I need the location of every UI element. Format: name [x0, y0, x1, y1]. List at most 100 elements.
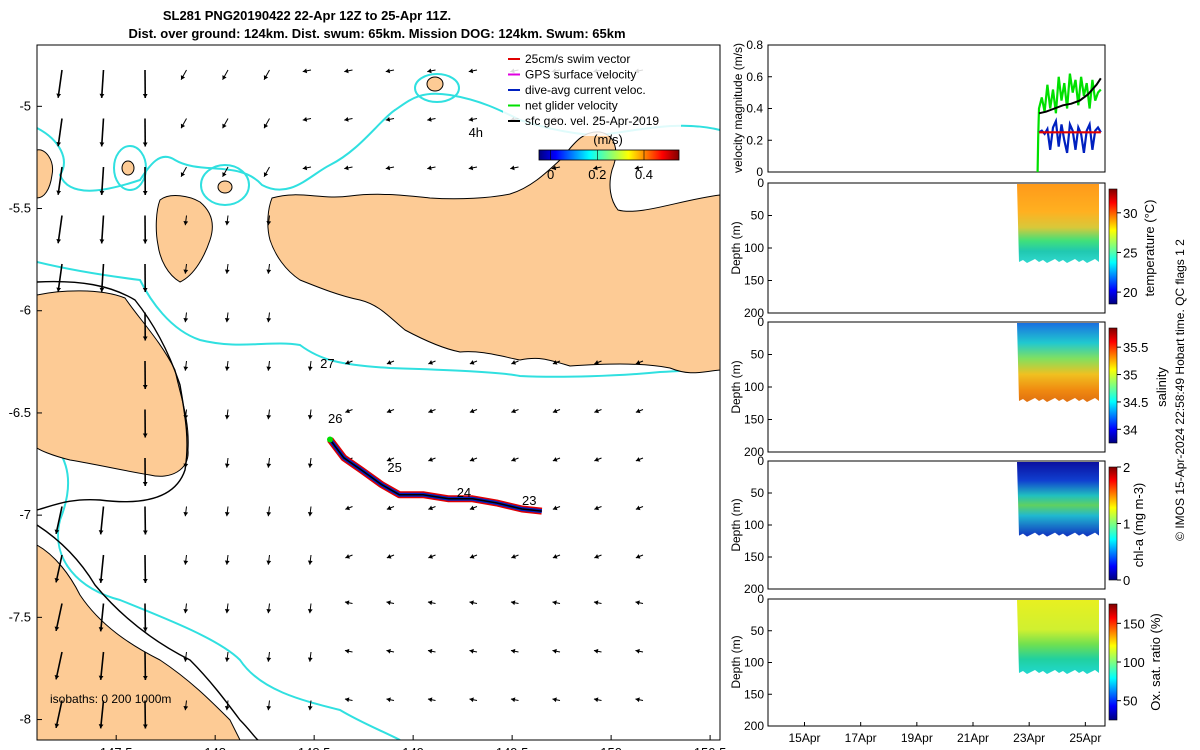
velocity-ytick-label: 0 [756, 165, 763, 179]
time-tick-label: 15Apr [788, 731, 820, 745]
vector-arrow [263, 118, 270, 129]
vector-arrow [344, 648, 353, 654]
legend-label: 25cm/s swim vector [525, 52, 630, 66]
vector-arrow [593, 600, 602, 606]
vector-arrow [386, 648, 395, 654]
vector-arrow [427, 165, 436, 171]
depth-tick-label: 0 [757, 592, 764, 606]
vector-arrow [222, 118, 229, 129]
vector-arrow [386, 554, 395, 559]
vector-arrow [56, 215, 63, 244]
map-body: 4h 27 26 25 24 23 isobaths: 0 200 1000m [37, 45, 720, 740]
vector-arrow [98, 700, 105, 729]
depth-tick-label: 200 [744, 445, 764, 459]
vector-arrow [266, 312, 272, 323]
vector-arrow [99, 69, 105, 98]
vector-arrow [469, 697, 478, 703]
legend-label: sfc geo. vel. 25-Apr-2019 [525, 114, 659, 128]
depth-tick-label: 0 [757, 454, 764, 468]
depth-tick-label: 200 [744, 719, 764, 733]
vector-arrow [635, 697, 644, 703]
legend-item: net glider velocity [508, 99, 618, 113]
temperature-ylabel: Depth (m) [729, 221, 743, 274]
depth-tick-label: 50 [751, 209, 765, 223]
map-xtick-label: 147.5 [100, 745, 133, 750]
cbar-tick-label: 150 [1123, 616, 1145, 631]
map-legend: 25cm/s swim vector GPS surface velocitydi… [503, 52, 681, 136]
credit-text: © IMOS 15-Apr-2024 22:58:49 Hobart time.… [1173, 239, 1187, 541]
vector-arrow [428, 408, 436, 414]
coast-southwest [37, 544, 241, 740]
vector-arrow [307, 360, 313, 371]
geostrophic-vector-field [54, 68, 644, 729]
vector-arrow [386, 457, 395, 462]
vector-arrow [99, 166, 105, 195]
vector-arrow [594, 457, 602, 462]
vector-arrow [511, 457, 519, 462]
depth-tick-label: 200 [744, 582, 764, 596]
oxygen-axes: 0 50 100 150 200 [744, 592, 772, 733]
vector-arrow [266, 506, 272, 517]
vector-arrow [222, 69, 229, 81]
vector-arrow [266, 360, 272, 371]
velocity-ytick-label: 0.6 [746, 70, 763, 84]
vector-arrow [344, 165, 353, 171]
track-day-label: 26 [328, 411, 342, 426]
huon-peninsula [37, 290, 189, 477]
vector-arrow [183, 409, 189, 420]
cbar-tick-label: 1 [1123, 517, 1130, 532]
vector-arrow [142, 360, 148, 390]
vector-arrow [224, 312, 230, 323]
track-day-label: 25 [387, 460, 401, 475]
vector-arrow [266, 215, 272, 226]
vector-arrow [594, 408, 602, 414]
vector-arrow [552, 648, 561, 654]
vector-arrow [635, 360, 644, 365]
depth-tick-label: 0 [757, 315, 764, 329]
temperature-colorbar-label: temperature (°C) [1142, 200, 1157, 297]
vector-arrow [593, 697, 602, 703]
chla-axes: 0 50 100 150 200 [744, 454, 772, 596]
salinity-colorbar [1108, 327, 1118, 444]
depth-tick-label: 150 [744, 687, 764, 701]
map-xtick-label: 149 [402, 745, 424, 750]
time-tick-label: 17Apr [845, 731, 877, 745]
vector-arrow [142, 312, 148, 341]
vector-arrow [54, 603, 63, 632]
vector-arrow [142, 69, 148, 99]
track-day-label: 27 [320, 356, 334, 371]
velocity-axes: 0 0.2 0.4 0.6 0.8 [746, 38, 772, 179]
colorbar-tick-label: 0.4 [635, 167, 653, 182]
vector-arrow [307, 409, 313, 420]
vector-arrow [307, 603, 313, 614]
track-day-labels: 4h 27 26 25 24 23 [320, 125, 536, 508]
vector-arrow [98, 506, 105, 535]
vector-arrow [427, 117, 436, 122]
cbar-tick-label: 100 [1123, 655, 1145, 670]
vector-arrow [307, 700, 313, 711]
vector-arrow [551, 165, 561, 171]
map-frame [36, 44, 721, 741]
vector-arrow [307, 506, 313, 517]
map-xtick-label: 148 [204, 745, 226, 750]
oxygen-field [1017, 600, 1099, 674]
depth-tick-label: 50 [751, 624, 765, 638]
depth-tick-label: 0 [757, 176, 764, 190]
depth-tick-label: 150 [744, 413, 764, 427]
vector-arrow [469, 554, 478, 559]
velocity-panel: 0 0.2 0.4 0.6 0.8 velocity magnitude (m/s) [731, 38, 1106, 179]
vector-arrow [98, 651, 105, 680]
vector-arrow [183, 506, 189, 517]
time-tick-label: 25Apr [1069, 731, 1101, 745]
vector-arrow [386, 408, 395, 414]
vector-arrow [56, 69, 63, 98]
vector-arrow [510, 697, 519, 703]
vector-arrow [344, 117, 353, 122]
cbar-tick-label: 25 [1123, 245, 1137, 260]
vector-arrow [634, 165, 644, 171]
vector-arrow [635, 600, 644, 606]
legend-item: dive-avg current veloc. [508, 83, 646, 97]
time-axis: 15Apr 17Apr 19Apr 21Apr 23Apr 25Apr [788, 722, 1101, 745]
vector-arrow [98, 603, 105, 632]
oxygen-ylabel: Depth (m) [729, 635, 743, 688]
